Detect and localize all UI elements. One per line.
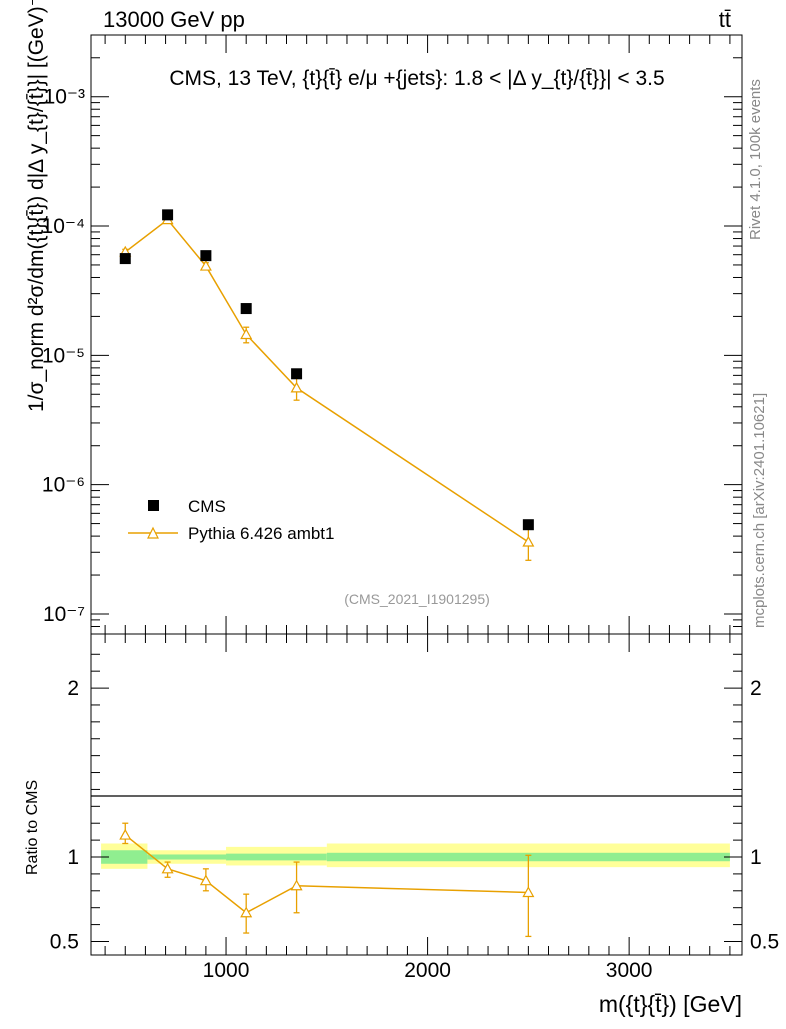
- x-axis-label: m({t}{t̄}) [GeV]: [599, 991, 742, 1017]
- cms-point: [162, 209, 174, 221]
- header-right: tt̄: [719, 7, 731, 32]
- main-y-tick-label: 10⁻⁴: [42, 215, 85, 238]
- cms-point: [240, 303, 252, 315]
- ratio-y-axis-label: Ratio to CMS: [24, 780, 41, 875]
- main-y-tick-label: 10⁻⁷: [43, 603, 85, 626]
- header-left: 13000 GeV pp: [103, 7, 245, 32]
- ratio-y-tick-label-left: 2: [67, 677, 79, 700]
- mcplots-label: mcplots.cern.ch [arXiv:2401.10621]: [751, 393, 768, 628]
- watermark: (CMS_2021_I1901295): [344, 591, 490, 607]
- cms-point: [200, 250, 212, 262]
- ratio-y-tick-label-right: 1: [750, 846, 762, 869]
- main-series: [119, 209, 535, 561]
- ratio-point: [290, 879, 303, 891]
- ratio-point: [240, 906, 253, 918]
- pythia-point: [290, 381, 303, 393]
- ratio-y-tick-label-right: 0.5: [750, 930, 779, 953]
- main-y-tick-label: 10⁻⁶: [42, 474, 85, 497]
- ratio-y-tick-label-right: 2: [750, 677, 762, 700]
- ratio-axis-ticks: 0.5 0.5 1 1 2 2 1000 2000 3000: [50, 634, 779, 982]
- ratio-y-tick-label-left: 1: [67, 846, 79, 869]
- main-panel: 10⁻³ 10⁻⁴ 10⁻⁵ 10⁻⁶ 10⁻⁷ CMS, 13 TeV, {t}{t̄…: [25, 0, 743, 635]
- pythia-point: [240, 328, 253, 340]
- pythia-point: [522, 535, 535, 547]
- legend: CMS Pythia 6.426 ambt1: [128, 497, 334, 543]
- x-tick-label: 2000: [404, 959, 451, 982]
- ratio-panel: 0.5 0.5 1 1 2 2 1000 2000 3000 Ratio to CMS m({t…: [24, 633, 779, 1017]
- ratio-point: [199, 874, 212, 886]
- ratio-point: [522, 886, 535, 898]
- legend-pythia-marker: [147, 526, 159, 539]
- main-y-tick-label: 10⁻⁵: [42, 344, 85, 367]
- legend-cms-marker: [148, 500, 159, 511]
- ratio-line: [124, 834, 529, 914]
- x-tick-label: 1000: [203, 959, 250, 982]
- ratio-band-inner: [101, 850, 148, 864]
- cms-point: [522, 519, 534, 531]
- main-title: CMS, 13 TeV, {t}{t̄} e/μ +{jets}: 1.8 < …: [169, 67, 664, 90]
- cms-point: [291, 368, 303, 380]
- rivet-label: Rivet 4.1.0, 100k events: [747, 79, 764, 240]
- x-tick-label: 3000: [606, 959, 653, 982]
- legend-cms-label: CMS: [188, 497, 226, 516]
- ratio-frame: [90, 633, 743, 956]
- main-y-axis-label: 1/σ_norm d²σ/dm({t}{t̄}) d|Δ y_{t}/{t̄}}…: [25, 0, 48, 412]
- ratio-series: [119, 822, 535, 938]
- main-frame: [90, 34, 743, 635]
- legend-pythia-label: Pythia 6.426 ambt1: [188, 524, 334, 543]
- pythia-point: [199, 259, 212, 271]
- ratio-bands: [101, 843, 730, 869]
- main-y-tick-label: 10⁻³: [44, 86, 85, 109]
- ratio-band-inner: [226, 853, 327, 861]
- pythia-line: [124, 218, 529, 543]
- cms-point: [119, 253, 131, 265]
- main-axis-ticks: 10⁻³ 10⁻⁴ 10⁻⁵ 10⁻⁶ 10⁻⁷: [42, 34, 742, 635]
- ratio-y-tick-label-left: 0.5: [50, 930, 79, 953]
- ratio-band-inner: [147, 854, 227, 860]
- ratio-point: [161, 862, 174, 874]
- ratio-point: [119, 828, 132, 840]
- main-y-axis-label-text: 1/σ_norm d²σ/dm({t}{t̄}) d|Δ y_{t}/{t̄}}…: [25, 0, 48, 412]
